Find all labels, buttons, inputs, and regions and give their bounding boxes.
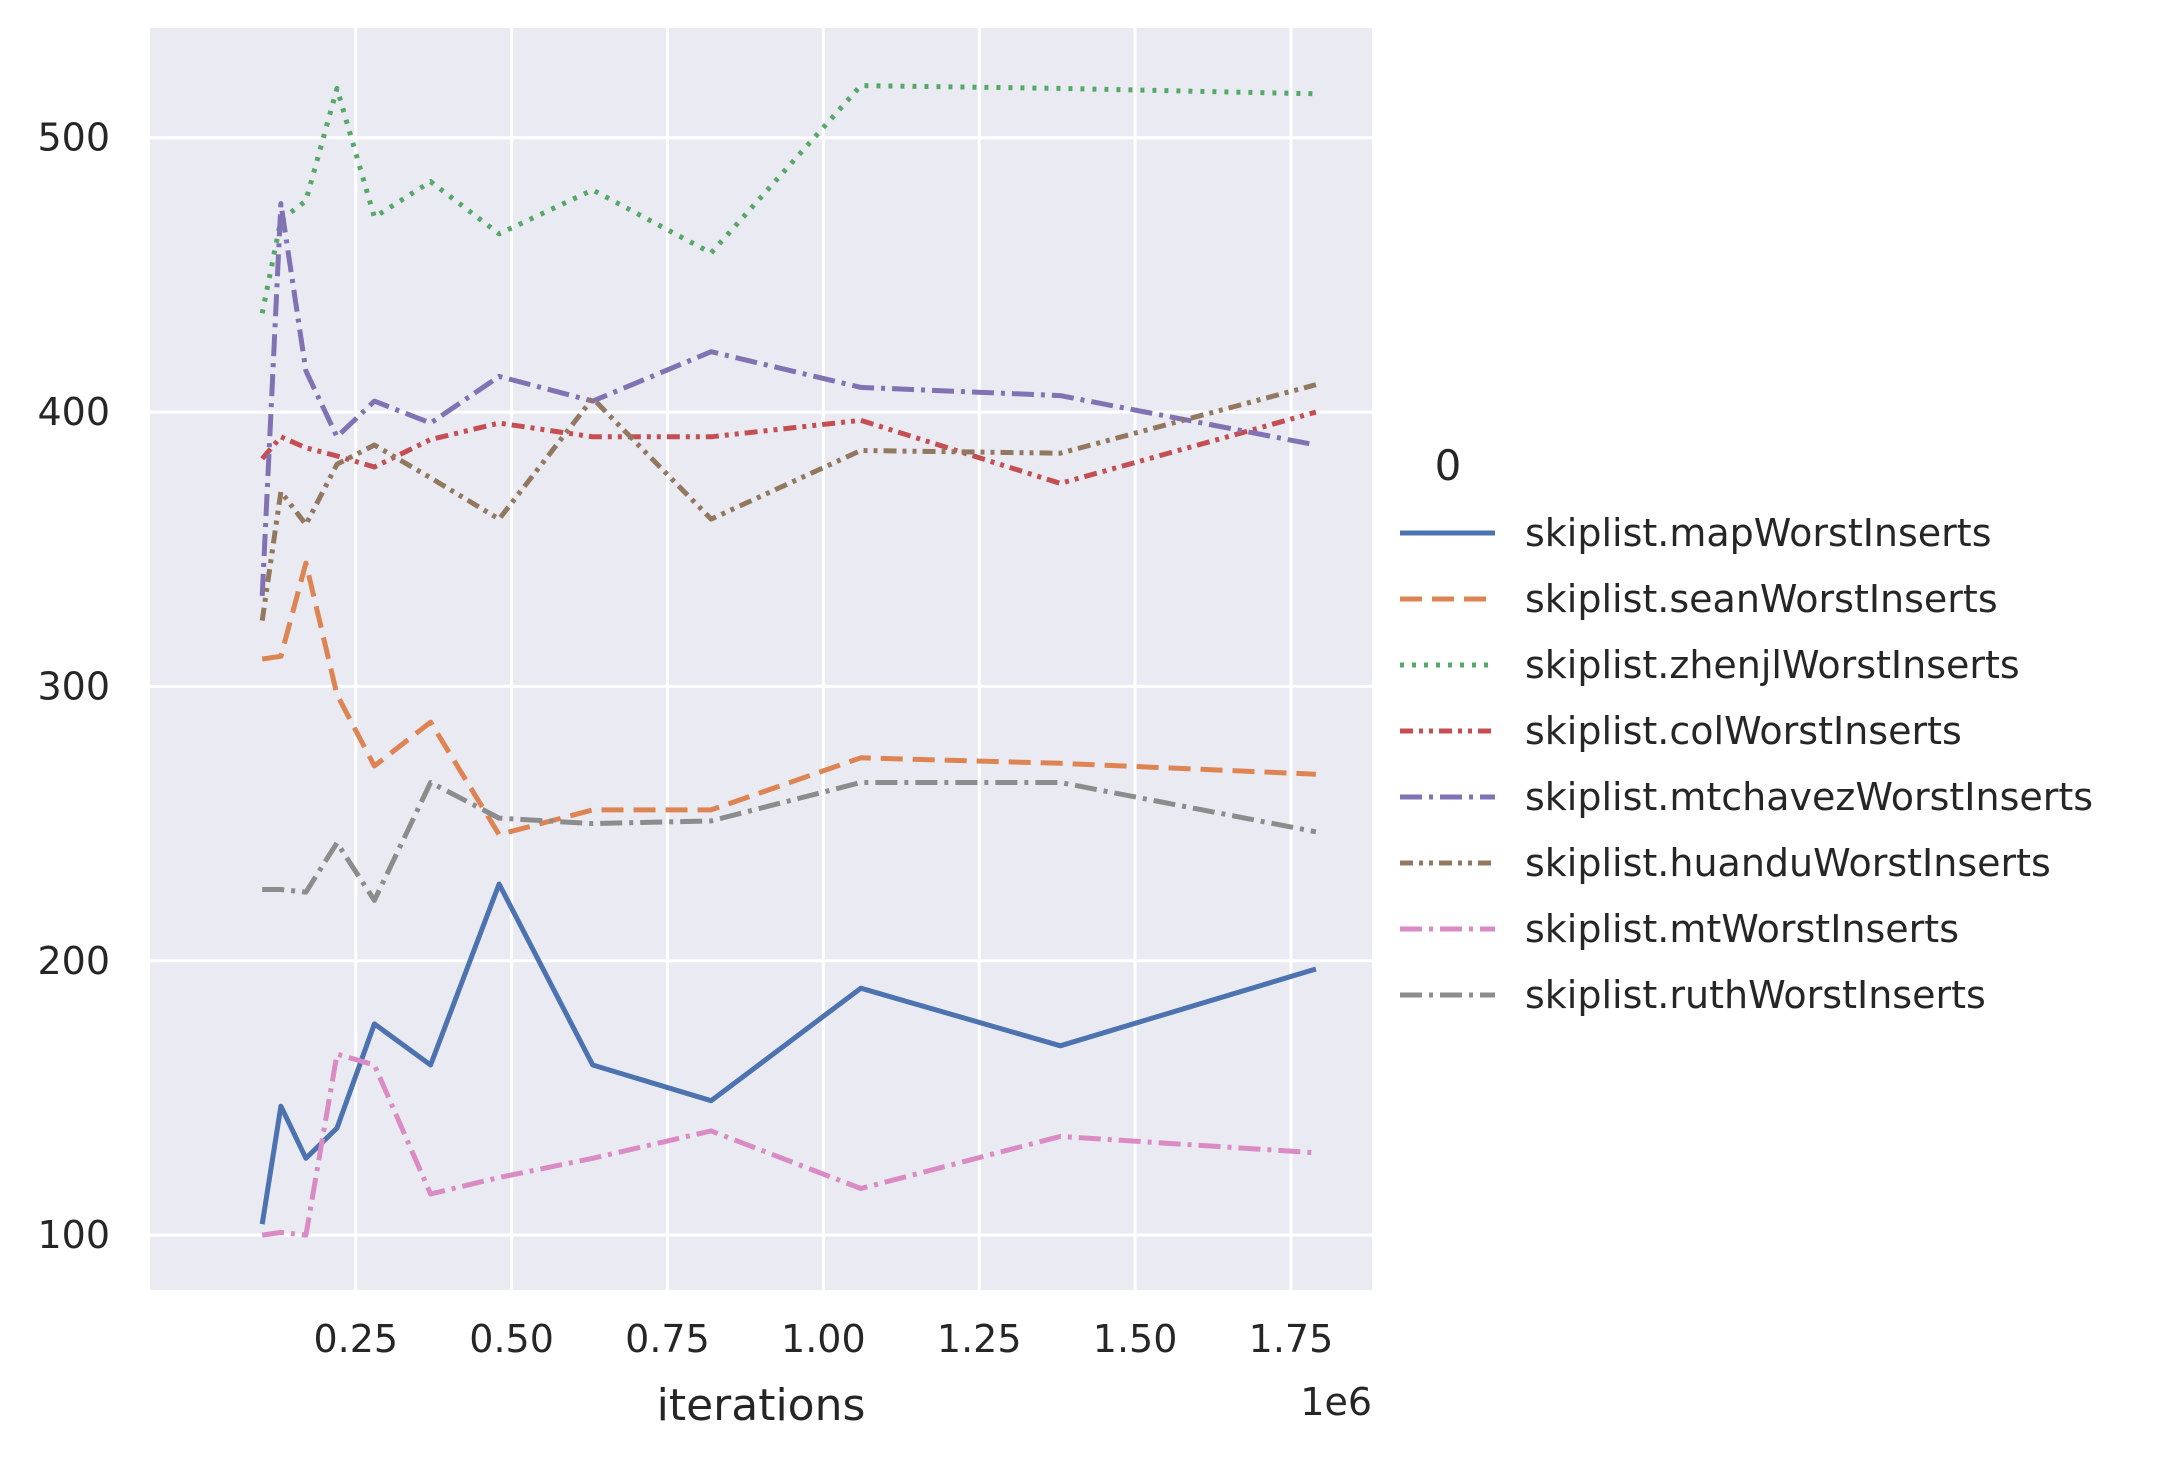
y-tick-label: 300 (37, 664, 110, 708)
legend-item: skiplist.mtchavezWorstInserts (1400, 775, 2093, 819)
y-tick-label: 500 (37, 116, 110, 160)
x-tick-label: 1.75 (1249, 1317, 1334, 1361)
series-line (260, 409, 1317, 486)
legend-item: skiplist.huanduWorstInserts (1400, 841, 2051, 885)
grid-lines (150, 28, 1372, 1290)
legend-title: 0 (1435, 441, 1462, 490)
x-axis-label: iterations (657, 1380, 866, 1431)
legend-item: skiplist.mapWorstInserts (1400, 511, 1992, 555)
y-tick-label: 400 (37, 390, 110, 434)
x-tick-label: 0.50 (469, 1317, 554, 1361)
legend-label: skiplist.seanWorstInserts (1525, 577, 1998, 621)
plot-background (150, 28, 1372, 1290)
series-lines (259, 83, 1317, 1238)
x-tick-label: 1.00 (781, 1317, 866, 1361)
x-tick-label: 0.75 (625, 1317, 710, 1361)
series-line (259, 881, 1317, 1225)
legend-label: skiplist.mtchavezWorstInserts (1525, 775, 2093, 819)
legend: 0 skiplist.mapWorstInserts skiplist.seanW… (1400, 441, 2093, 1017)
legend-label: skiplist.ruthWorstInserts (1525, 973, 1986, 1017)
series-line (262, 780, 1317, 903)
legend-label: skiplist.colWorstInserts (1525, 709, 1962, 753)
y-tick-label: 200 (37, 939, 110, 983)
x-tick-label: 1.50 (1093, 1317, 1178, 1361)
series-line (259, 83, 1316, 314)
legend-item: skiplist.colWorstInserts (1400, 709, 1962, 753)
x-tick-label: 0.25 (313, 1317, 398, 1361)
series-line (259, 201, 1317, 597)
x-axis-offset-text: 1e6 (1300, 1380, 1372, 1424)
x-tick-label: 1.25 (937, 1317, 1022, 1361)
series-line (259, 382, 1317, 621)
legend-label: skiplist.mtWorstInserts (1525, 907, 1959, 951)
legend-item: skiplist.seanWorstInserts (1400, 577, 1998, 621)
legend-label: skiplist.mapWorstInserts (1525, 511, 1992, 555)
legend-label: skiplist.huanduWorstInserts (1525, 841, 2051, 885)
series-line (261, 1051, 1317, 1238)
series-line (261, 560, 1317, 838)
y-tick-label: 100 (37, 1213, 110, 1257)
legend-label: skiplist.zhenjlWorstInserts (1525, 643, 2020, 687)
legend-items: skiplist.mapWorstInserts skiplist.seanWor… (1400, 511, 2093, 1017)
legend-item: skiplist.mtWorstInserts (1400, 907, 1959, 951)
legend-item: skiplist.zhenjlWorstInserts (1400, 643, 2020, 687)
legend-item: skiplist.ruthWorstInserts (1400, 973, 1986, 1017)
tick-labels: 0.25 0.50 0.75 1.00 1.25 1.50 1.75 100 200 300 400… (37, 116, 1333, 1361)
